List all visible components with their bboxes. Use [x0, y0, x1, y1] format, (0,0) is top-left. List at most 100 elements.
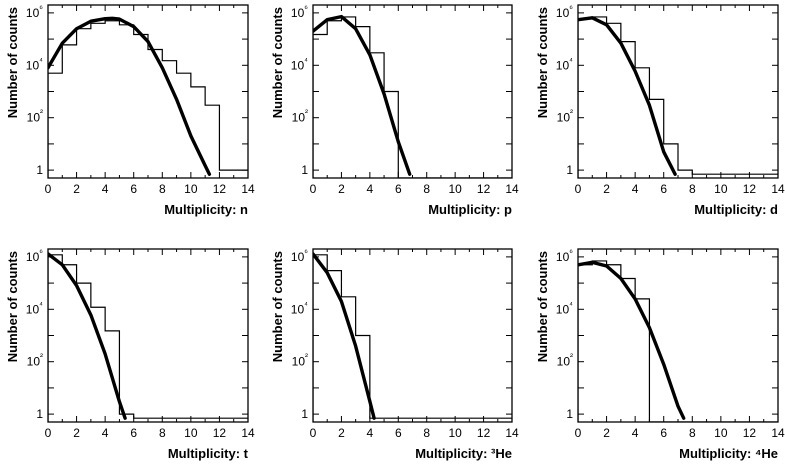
plot-frame	[577, 248, 779, 423]
x-axis-label: Multiplicity: n	[164, 202, 248, 217]
fit-curve	[48, 252, 127, 420]
x-tick-label: 0	[575, 182, 582, 196]
x-tick-label: 0	[45, 426, 52, 440]
y-tick-label: 10⁶	[291, 247, 308, 264]
fit-curve	[578, 260, 686, 420]
x-axis-label: Multiplicity: ³He	[415, 446, 512, 461]
y-axis-label: Number of counts	[5, 251, 20, 362]
fit-curve	[578, 16, 677, 176]
x-tick-label: 8	[159, 182, 166, 196]
x-tick-label: 8	[689, 426, 696, 440]
panel-1: 0 2 4 6 8 10 12 14 1 10² 10⁴ 10⁶ Number of counts Mul…	[5, 3, 255, 217]
y-tick-exponent: ⁴	[569, 299, 573, 309]
x-tick-label: 12	[213, 182, 227, 196]
x-tick-label: 4	[102, 182, 109, 196]
y-tick-label: 1	[301, 163, 308, 177]
x-tick-label: 0	[45, 182, 52, 196]
y-tick-exponent: ⁶	[304, 247, 308, 257]
fit-curve	[313, 14, 412, 176]
x-tick-label: 4	[367, 426, 374, 440]
y-tick-label: 10²	[557, 108, 573, 125]
x-tick-label: 10	[714, 426, 728, 440]
y-tick-label: 10⁴	[26, 55, 43, 72]
y-axis: 1 10² 10⁴ 10⁶	[26, 247, 248, 421]
y-axis-label: Number of counts	[5, 7, 20, 118]
y-axis: 1 10² 10⁴ 10⁶	[556, 247, 778, 421]
y-axis: 1 10² 10⁴ 10⁶	[291, 3, 512, 177]
y-tick-label: 1	[301, 407, 308, 421]
x-tick-label: 6	[130, 426, 137, 440]
x-tick-label: 14	[505, 426, 519, 440]
y-tick-label: 1	[566, 407, 573, 421]
y-axis: 1 10² 10⁴ 10⁶	[26, 3, 248, 177]
histogram	[313, 254, 512, 422]
plot-frame	[312, 4, 513, 179]
y-tick-exponent: ⁴	[39, 299, 43, 309]
y-tick-label: 10²	[27, 108, 43, 125]
panel-5: 0 2 4 6 8 10 12 14 1 10² 10⁴ 10⁶ Number of counts Mul…	[270, 247, 519, 461]
histogram	[313, 16, 512, 178]
x-tick-label: 6	[130, 182, 137, 196]
x-tick-label: 10	[184, 182, 198, 196]
y-tick-label: 10⁴	[26, 299, 43, 316]
y-tick-label: 10⁶	[556, 3, 573, 20]
y-tick-label: 10⁴	[556, 299, 573, 316]
x-tick-label: 14	[505, 182, 519, 196]
x-tick-label: 6	[660, 182, 667, 196]
panel-3: 0 2 4 6 8 10 12 14 1 10² 10⁴ 10⁶ Number of counts Mul…	[535, 3, 785, 217]
x-tick-label: 14	[241, 426, 255, 440]
y-axis-label: Number of counts	[535, 251, 550, 362]
y-tick-label: 1	[36, 407, 43, 421]
x-axis: 0 2 4 6 8 10 12 14	[310, 249, 519, 440]
x-tick-label: 14	[771, 426, 785, 440]
x-tick-label: 2	[603, 426, 610, 440]
x-tick-label: 8	[159, 426, 166, 440]
y-tick-exponent: ⁴	[39, 55, 43, 65]
x-tick-label: 12	[743, 426, 757, 440]
y-axis-label: Number of counts	[270, 251, 285, 362]
histogram	[578, 16, 778, 178]
x-axis-label: Multiplicity: ⁴He	[679, 446, 778, 461]
y-tick-label: 10²	[557, 352, 573, 369]
x-axis: 0 2 4 6 8 10 12 14	[575, 249, 785, 440]
panel-6: 0 2 4 6 8 10 12 14 1 10² 10⁴ 10⁶ Number of counts Mul…	[535, 247, 785, 461]
x-tick-label: 2	[73, 182, 80, 196]
x-tick-label: 12	[477, 426, 491, 440]
y-tick-label: 10⁶	[291, 3, 308, 20]
x-tick-label: 0	[310, 426, 317, 440]
y-tick-exponent: ²	[40, 108, 43, 118]
x-tick-label: 4	[102, 426, 109, 440]
y-tick-exponent: ⁴	[304, 299, 308, 309]
y-tick-label: 1	[36, 163, 43, 177]
y-axis: 1 10² 10⁴ 10⁶	[291, 247, 512, 421]
x-tick-label: 6	[395, 182, 402, 196]
y-tick-label: 10⁴	[291, 299, 308, 316]
x-axis: 0 2 4 6 8 10 12 14	[45, 5, 255, 196]
y-axis-label: Number of counts	[270, 7, 285, 118]
x-tick-label: 2	[73, 426, 80, 440]
y-tick-exponent: ⁶	[39, 247, 43, 257]
fit-curve	[313, 252, 376, 420]
y-axis: 1 10² 10⁴ 10⁶	[556, 3, 778, 177]
x-tick-label: 2	[338, 426, 345, 440]
x-tick-label: 4	[367, 182, 374, 196]
x-tick-label: 10	[184, 426, 198, 440]
x-axis: 0 2 4 6 8 10 12 14	[575, 5, 785, 196]
y-tick-label: 10²	[292, 352, 308, 369]
y-tick-exponent: ⁶	[304, 3, 308, 13]
y-tick-exponent: ²	[40, 352, 43, 362]
y-tick-exponent: ⁶	[569, 247, 573, 257]
x-tick-label: 10	[448, 426, 462, 440]
y-tick-exponent: ⁶	[569, 3, 573, 13]
y-tick-exponent: ²	[305, 108, 308, 118]
x-tick-label: 12	[213, 426, 227, 440]
plot-frame	[312, 248, 513, 423]
y-tick-label: 10⁶	[26, 3, 43, 20]
x-axis-label: Multiplicity: t	[168, 446, 249, 461]
x-tick-label: 10	[714, 182, 728, 196]
y-tick-label: 1	[566, 163, 573, 177]
plot-frame	[47, 4, 249, 179]
x-tick-label: 8	[423, 182, 430, 196]
